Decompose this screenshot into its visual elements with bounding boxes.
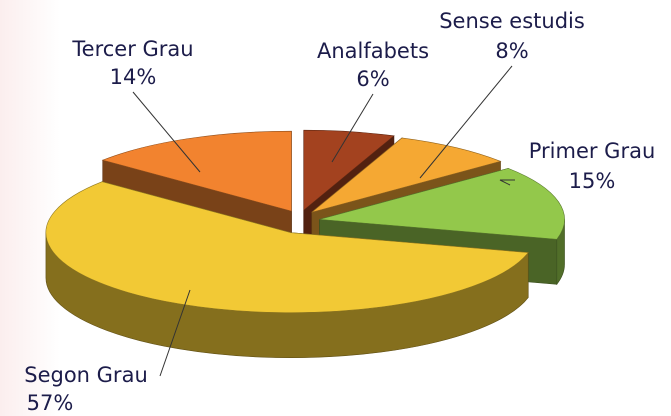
slice (45, 181, 529, 313)
slice-label: Segon Grau (24, 363, 148, 387)
value-label: 14% (110, 65, 157, 89)
slice-label: Tercer Grau (71, 37, 193, 61)
slice-label: Primer Grau (529, 139, 656, 163)
slice-label: Analfabets (317, 39, 429, 63)
value-label: 6% (356, 67, 389, 91)
slice (101, 130, 292, 212)
slice (311, 137, 502, 213)
leader-line (331, 93, 374, 163)
leader-line (132, 91, 201, 173)
leader-line (159, 289, 191, 377)
slice (319, 168, 565, 240)
slice-label: Sense estudis (439, 9, 585, 33)
slice (303, 129, 395, 211)
value-label: 8% (495, 39, 528, 63)
leader-line (499, 179, 515, 186)
value-label: 15% (569, 169, 616, 193)
value-label: 57% (27, 391, 74, 415)
leader-line (419, 65, 513, 179)
